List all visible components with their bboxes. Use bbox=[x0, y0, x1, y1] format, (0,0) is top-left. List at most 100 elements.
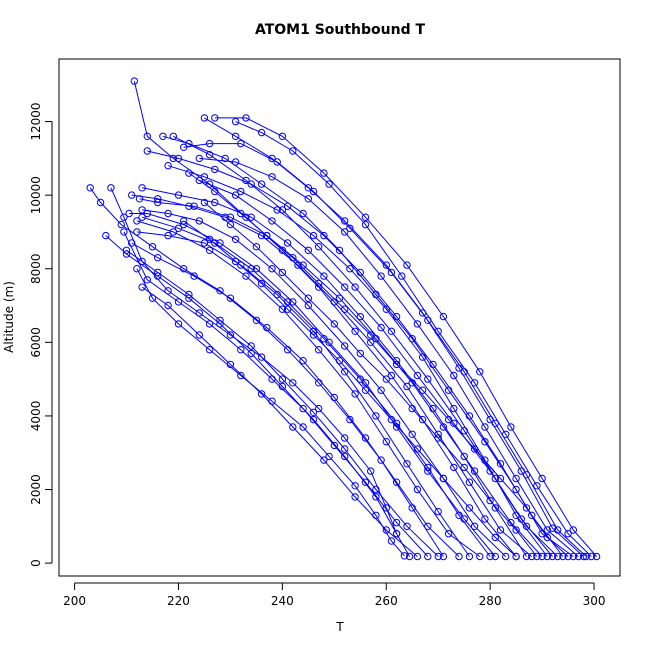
data-point bbox=[185, 202, 193, 210]
data-point bbox=[413, 445, 422, 453]
data-point bbox=[247, 180, 255, 188]
data-point bbox=[237, 139, 245, 148]
data-point bbox=[309, 415, 318, 424]
data-point bbox=[304, 246, 312, 255]
data-point bbox=[130, 77, 139, 85]
series-13 bbox=[138, 184, 531, 561]
series-line bbox=[147, 150, 564, 557]
data-point bbox=[211, 165, 219, 174]
series-line bbox=[183, 220, 517, 557]
data-point bbox=[429, 404, 437, 413]
data-point bbox=[517, 467, 525, 475]
data-point bbox=[455, 552, 463, 561]
data-point bbox=[211, 239, 219, 247]
data-point bbox=[392, 312, 401, 321]
data-point bbox=[315, 279, 323, 288]
series-2 bbox=[231, 117, 596, 561]
data-point bbox=[387, 415, 396, 424]
data-point bbox=[226, 331, 235, 339]
data-point bbox=[231, 117, 240, 126]
data-point bbox=[382, 305, 390, 313]
data-point bbox=[315, 404, 323, 413]
data-point bbox=[252, 265, 261, 273]
data-point bbox=[418, 309, 427, 317]
data-point bbox=[418, 386, 427, 394]
data-point bbox=[242, 114, 250, 122]
series-line bbox=[129, 213, 496, 557]
data-point bbox=[377, 456, 385, 464]
data-point bbox=[361, 220, 370, 229]
data-point bbox=[120, 213, 128, 221]
y-tick-label: 2000 bbox=[29, 474, 43, 505]
data-point bbox=[367, 467, 375, 475]
chart-title: ATOM1 Southbound T bbox=[255, 22, 426, 38]
data-point bbox=[205, 151, 214, 159]
data-point bbox=[289, 379, 297, 387]
series-line bbox=[110, 187, 398, 534]
data-point bbox=[205, 346, 214, 354]
data-point bbox=[330, 320, 338, 328]
data-point bbox=[325, 338, 333, 346]
data-point bbox=[486, 552, 494, 561]
data-point bbox=[268, 154, 276, 163]
data-point bbox=[502, 552, 510, 561]
data-point bbox=[283, 239, 292, 247]
data-point bbox=[164, 209, 172, 218]
data-point bbox=[304, 294, 312, 302]
data-point bbox=[174, 224, 183, 233]
data-point bbox=[273, 206, 281, 214]
data-point bbox=[455, 511, 463, 519]
data-point bbox=[257, 390, 266, 398]
data-point bbox=[216, 287, 224, 295]
data-point bbox=[372, 511, 380, 519]
series-line bbox=[235, 121, 592, 557]
data-point bbox=[392, 530, 401, 538]
data-point bbox=[195, 217, 204, 225]
data-point bbox=[180, 143, 188, 152]
data-point bbox=[195, 154, 204, 163]
data-point bbox=[554, 552, 562, 561]
data-point bbox=[418, 415, 427, 424]
data-point bbox=[120, 228, 128, 236]
data-point bbox=[382, 504, 390, 512]
data-point bbox=[138, 213, 146, 221]
data-point bbox=[341, 452, 349, 461]
data-point bbox=[528, 552, 536, 561]
data-point bbox=[413, 320, 422, 328]
data-point bbox=[164, 287, 172, 295]
data-point bbox=[528, 511, 536, 519]
data-point bbox=[257, 180, 266, 188]
data-point bbox=[180, 265, 188, 273]
data-point bbox=[439, 474, 448, 483]
data-point bbox=[320, 169, 328, 177]
data-point bbox=[211, 187, 219, 196]
data-point bbox=[304, 301, 312, 310]
data-point bbox=[195, 309, 204, 317]
plot-frame bbox=[58, 58, 621, 577]
data-point bbox=[413, 371, 422, 380]
data-point bbox=[460, 452, 468, 461]
series-line bbox=[142, 209, 507, 557]
data-point bbox=[569, 526, 577, 534]
series-line bbox=[136, 231, 470, 557]
data-point bbox=[283, 305, 292, 313]
series-21 bbox=[86, 184, 448, 561]
data-point bbox=[278, 246, 287, 255]
data-point bbox=[320, 335, 328, 343]
data-point bbox=[174, 320, 183, 328]
data-point bbox=[268, 265, 276, 273]
data-point bbox=[444, 530, 453, 538]
data-point bbox=[128, 191, 136, 199]
data-point bbox=[205, 139, 214, 148]
data-point bbox=[387, 327, 396, 335]
y-tick-label: 8000 bbox=[29, 253, 43, 284]
data-point bbox=[346, 415, 354, 424]
data-point bbox=[465, 504, 474, 512]
data-point bbox=[559, 552, 567, 561]
data-point bbox=[424, 463, 432, 472]
data-point bbox=[356, 349, 364, 358]
data-point bbox=[465, 478, 474, 486]
data-point bbox=[268, 217, 276, 225]
data-point bbox=[315, 243, 323, 251]
data-point bbox=[476, 368, 484, 376]
